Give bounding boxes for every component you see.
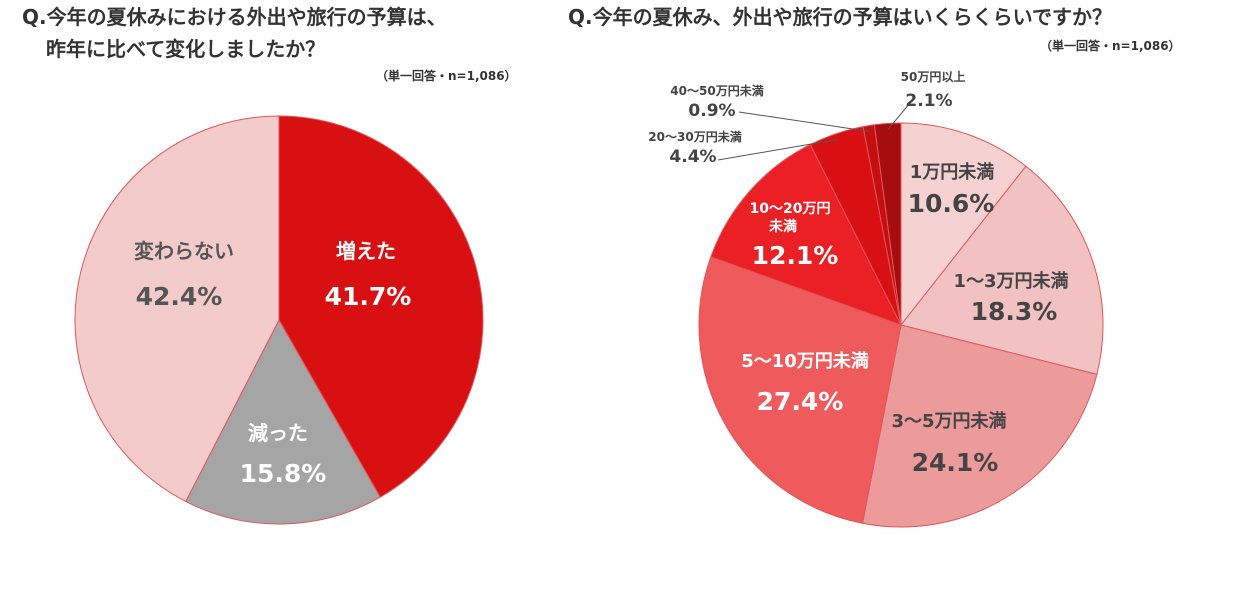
- right-pie-slice-2: [861, 324, 1098, 528]
- right-pie-value-7: 2.1%: [905, 91, 952, 111]
- right-pie-label-3: 5〜10万円未満: [741, 350, 869, 372]
- right-pie-slice-0: [900, 122, 1027, 327]
- right-pie-value-3: 27.4%: [757, 387, 844, 416]
- right-pie-slice-4: [710, 143, 903, 326]
- right-pie-slice-7: [873, 122, 902, 326]
- right-pie-label2-4: 未満: [769, 218, 797, 235]
- left-pie-value-2: 42.4%: [136, 282, 223, 311]
- right-chart-title: Q.今年の夏休み、外出や旅行の予算はいくらくらいですか？: [568, 5, 1112, 29]
- left-pie-label-1: 減った: [248, 421, 308, 445]
- right-pie-leader-7: [887, 102, 911, 130]
- right-pie-leader-5: [717, 138, 839, 161]
- right-pie-label-0: 1万円未満: [910, 161, 995, 183]
- right-pie-label-6: 40〜50万円未満: [670, 83, 763, 98]
- right-pie-slice-1: [900, 165, 1104, 375]
- right-pie-label-1: 1〜3万円未満: [953, 270, 1068, 292]
- right-pie-value-5: 4.4%: [669, 147, 716, 167]
- right-pie-label-7: 50万円以上: [901, 69, 966, 84]
- right-pie-slice-3: [698, 256, 902, 524]
- right-pie-label-5: 20〜30万円未満: [648, 129, 741, 144]
- right-pie-value-6: 0.9%: [688, 101, 735, 121]
- left-chart-title-line2: 昨年に比べて変化しましたか？: [46, 37, 326, 61]
- right-chart-note: （単一回答・n=1,086）: [1040, 39, 1181, 53]
- left-pie-slice-0: [278, 115, 484, 498]
- left-pie-value-0: 41.7%: [325, 282, 412, 311]
- left-pie-label-2: 変わらない: [134, 239, 234, 263]
- right-pie-value-2: 24.1%: [912, 448, 999, 477]
- right-pie-label-2: 3〜5万円未満: [891, 410, 1006, 432]
- left-chart-note: （単一回答・n=1,086）: [376, 69, 517, 83]
- left-pie-slice-1: [185, 318, 381, 525]
- right-pie-value-0: 10.6%: [908, 189, 995, 218]
- left-pie-value-1: 15.8%: [240, 459, 327, 488]
- left-pie-slice-2: [74, 115, 280, 503]
- right-pie-leader-6: [738, 111, 870, 132]
- left-pie-label-0: 増えた: [336, 239, 396, 263]
- right-pie-value-4: 12.1%: [752, 241, 839, 270]
- right-pie-value-1: 18.3%: [971, 297, 1058, 326]
- left-chart-title-line1: Q.今年の夏休みにおける外出や旅行の予算は、: [22, 5, 447, 29]
- right-pie-label-4: 10〜20万円: [750, 201, 831, 217]
